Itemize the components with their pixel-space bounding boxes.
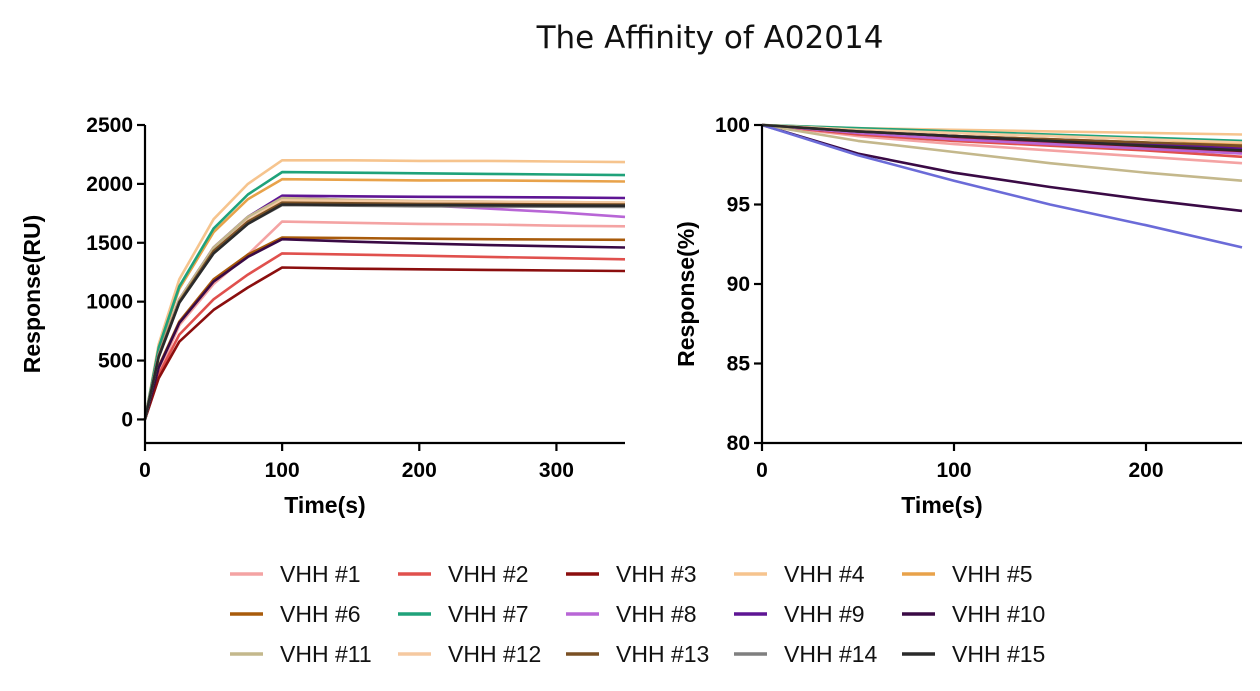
- legend-item-5: VHH #5: [902, 561, 1033, 587]
- left-panel-association-chart: 0 500 1000 1500 2000 2500 0 100 200 300 Time(s) Res…: [19, 114, 626, 518]
- series-line-vhh-4: [143, 159, 626, 420]
- legend-label: VHH #7: [448, 601, 529, 627]
- legend-item-4: VHH #4: [734, 561, 865, 587]
- series-line-vhh-2: [143, 252, 626, 420]
- series-line-vhh-12: [143, 199, 626, 420]
- y-tick-label: 90: [727, 273, 750, 296]
- x-axis-title: Time(s): [901, 492, 982, 518]
- x-tick-label: 0: [756, 459, 768, 482]
- y-tick-label: 100: [715, 114, 750, 137]
- series-line-vhh-7: [761, 123, 1243, 143]
- legend: VHH #1 VHH #2 VHH #3 VHH #4 VHH #5 VHH #6 VHH …: [230, 561, 1045, 667]
- legend-label: VHH #4: [784, 561, 865, 587]
- legend-label: VHH #13: [616, 641, 709, 667]
- legend-label: VHH #5: [952, 561, 1033, 587]
- legend-label: VHH #9: [784, 601, 865, 627]
- series-line-vhh-13: [143, 201, 626, 420]
- y-tick-label: 85: [727, 353, 751, 376]
- legend-label: VHH #2: [448, 561, 529, 587]
- series-line-vhh-15: [761, 123, 1243, 152]
- legend-label: VHH #6: [280, 601, 361, 627]
- y-tick-label: 95: [727, 194, 751, 217]
- legend-label: VHH #12: [448, 641, 541, 667]
- legend-item-12: VHH #12: [398, 641, 541, 667]
- legend-item-3: VHH #3: [566, 561, 697, 587]
- series-line-vhh-2: [761, 123, 1243, 159]
- legend-item-15: VHH #15: [902, 641, 1045, 667]
- legend-item-9: VHH #9: [734, 601, 865, 627]
- legend-label: VHH #11: [280, 641, 372, 667]
- legend-item-6: VHH #6: [230, 601, 361, 627]
- legend-label: VHH #14: [784, 641, 878, 667]
- right-panel-dissociation-chart: 80 85 90 95 100 0 100 200 Time(s) Response(%): [673, 114, 1243, 518]
- series-line-vhh-6: [143, 236, 626, 420]
- y-tick-label: 2000: [86, 173, 133, 196]
- legend-item-8: VHH #8: [566, 601, 697, 627]
- series-line-vhh-11: [761, 123, 1243, 182]
- legend-label: VHH #10: [952, 601, 1045, 627]
- series-line-vhh-7: [143, 170, 626, 420]
- y-tick-label: 2500: [86, 114, 133, 137]
- x-tick-label: 200: [402, 459, 437, 482]
- legend-item-7: VHH #7: [398, 601, 529, 627]
- legend-item-11: VHH #11: [230, 641, 372, 667]
- x-tick-label: 0: [139, 459, 151, 482]
- series-line-vhh-12: [761, 123, 1243, 144]
- series-line-vhh-3: [143, 266, 626, 420]
- series-line-vhh-10: [143, 237, 626, 420]
- y-tick-label: 1500: [86, 232, 133, 255]
- x-tick-label: 300: [539, 459, 574, 482]
- legend-item-14: VHH #14: [734, 641, 878, 667]
- series-line-vhh-1: [761, 123, 1243, 165]
- legend-label: VHH #15: [952, 641, 1045, 667]
- series-line-vhh-15: [143, 203, 626, 420]
- y-axis-title: Response(RU): [19, 215, 45, 373]
- y-tick-label: 1000: [86, 291, 133, 314]
- series-line-vhh-14: [761, 123, 1243, 249]
- legend-label: VHH #1: [280, 561, 361, 587]
- y-tick-label: 80: [727, 432, 750, 455]
- x-axis-title: Time(s): [284, 492, 365, 518]
- legend-item-13: VHH #13: [566, 641, 709, 667]
- x-tick-label: 100: [265, 459, 300, 482]
- x-tick-label: 200: [1128, 459, 1163, 482]
- y-axis-title: Response(%): [673, 221, 699, 367]
- legend-item-2: VHH #2: [398, 561, 529, 587]
- legend-item-1: VHH #1: [230, 561, 361, 587]
- legend-item-10: VHH #10: [902, 601, 1045, 627]
- legend-label: VHH #8: [616, 601, 697, 627]
- y-tick-label: 500: [98, 350, 133, 373]
- legend-label: VHH #3: [616, 561, 697, 587]
- figure-title: The Affinity of A02014: [536, 20, 884, 56]
- y-tick-label: 0: [121, 408, 133, 431]
- x-tick-label: 100: [936, 459, 971, 482]
